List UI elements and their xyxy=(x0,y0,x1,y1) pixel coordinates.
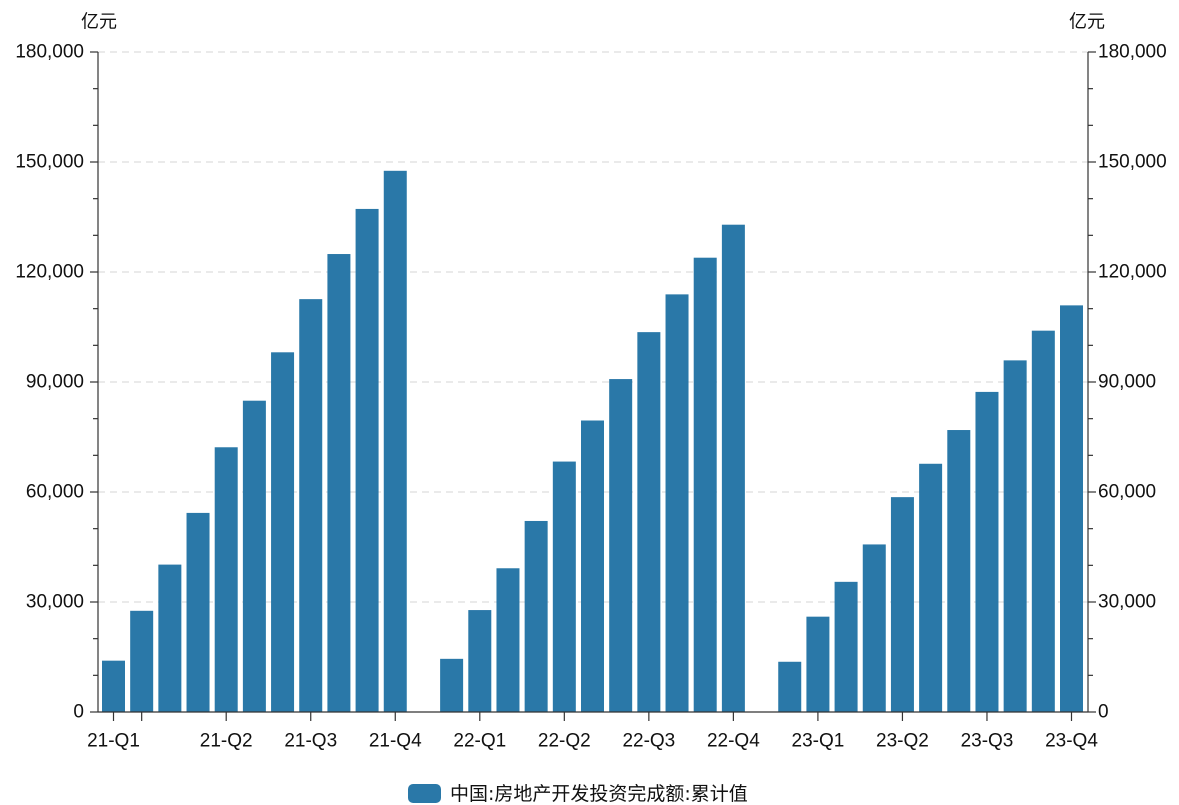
bar xyxy=(327,254,351,713)
x-tick-label: 23-Q4 xyxy=(1045,731,1098,752)
bar xyxy=(637,332,661,712)
x-tick-label: 22-Q1 xyxy=(453,731,506,752)
bar xyxy=(834,581,858,712)
left-y-tick-label: 60,000 xyxy=(26,482,84,503)
bar xyxy=(552,461,576,712)
x-tick-label: 21-Q2 xyxy=(200,731,253,752)
bar xyxy=(383,170,407,713)
bar xyxy=(806,616,830,712)
bar xyxy=(609,379,633,712)
right-y-tick-label: 0 xyxy=(1098,702,1109,723)
right-y-tick-label: 180,000 xyxy=(1098,42,1167,63)
axis-labels: 亿元 亿元 0 0 30,000 30,000 60,000 60,000 90,000 90… xyxy=(15,12,1166,752)
bar xyxy=(158,564,182,712)
bar xyxy=(778,661,802,712)
x-tick-label: 21-Q4 xyxy=(369,731,422,752)
legend-swatch xyxy=(408,784,441,803)
left-y-tick-label: 120,000 xyxy=(15,262,84,283)
bar xyxy=(186,512,210,712)
right-y-tick-label: 120,000 xyxy=(1098,262,1167,283)
bar xyxy=(271,352,295,712)
bar xyxy=(214,447,238,712)
x-tick-label: 21-Q3 xyxy=(284,731,337,752)
right-y-tick-label: 30,000 xyxy=(1098,592,1156,613)
left-y-unit-label: 亿元 xyxy=(81,12,117,33)
bar xyxy=(1003,360,1027,712)
x-tick-label: 22-Q4 xyxy=(707,731,760,752)
bar xyxy=(975,391,999,712)
bar xyxy=(440,658,464,712)
axes xyxy=(90,51,1096,721)
bar xyxy=(130,610,154,712)
left-y-tick-label: 180,000 xyxy=(15,42,84,63)
left-y-tick-label: 0 xyxy=(73,702,84,723)
bar xyxy=(862,544,886,712)
bar xyxy=(919,463,943,712)
legend-item[interactable]: 中国:房地产开发投资完成额:累计值 xyxy=(408,783,748,805)
left-y-tick-label: 30,000 xyxy=(26,592,84,613)
bar xyxy=(693,257,717,712)
bar xyxy=(890,497,914,712)
bar xyxy=(242,400,266,712)
bars xyxy=(102,170,1083,713)
bar xyxy=(524,520,548,712)
bar xyxy=(581,420,604,712)
bar xyxy=(1060,305,1083,712)
bar xyxy=(102,660,125,712)
bar xyxy=(355,208,379,712)
bar xyxy=(947,430,971,712)
right-y-unit-label: 亿元 xyxy=(1069,12,1105,33)
legend-label: 中国:房地产开发投资完成额:累计值 xyxy=(450,783,748,805)
right-y-tick-label: 150,000 xyxy=(1098,152,1167,173)
x-tick-label: 23-Q2 xyxy=(876,731,929,752)
bar xyxy=(299,299,323,712)
x-tick-label: 23-Q3 xyxy=(961,731,1014,752)
bar xyxy=(496,568,520,712)
bar xyxy=(721,224,745,712)
left-y-tick-label: 90,000 xyxy=(26,372,84,393)
bar xyxy=(468,610,492,712)
right-y-tick-label: 90,000 xyxy=(1098,372,1156,393)
x-tick-label: 22-Q3 xyxy=(622,731,675,752)
legend: 中国:房地产开发投资完成额:累计值 xyxy=(408,783,748,805)
bar xyxy=(1031,330,1055,712)
bar xyxy=(665,294,689,712)
x-tick-label: 23-Q1 xyxy=(792,731,845,752)
x-tick-label: 21-Q1 xyxy=(87,731,140,752)
right-y-tick-label: 60,000 xyxy=(1098,482,1156,503)
x-tick-label: 22-Q2 xyxy=(538,731,591,752)
left-y-tick-label: 150,000 xyxy=(15,152,84,173)
